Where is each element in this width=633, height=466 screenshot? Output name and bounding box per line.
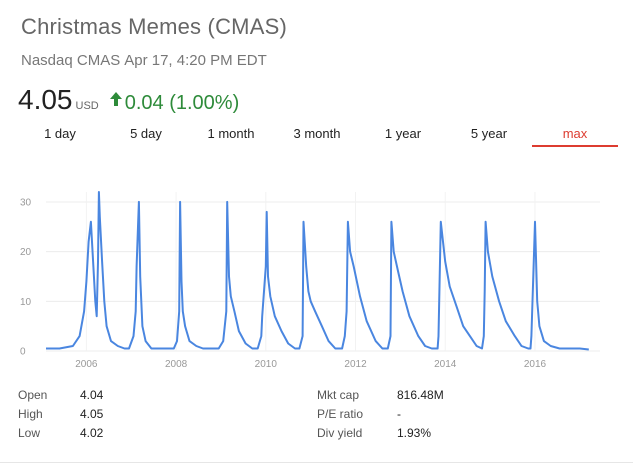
tab-5-day[interactable]: 5 day — [130, 126, 162, 141]
stats-right: Mkt cap 816.48M P/E ratio - Div yield 1.93% — [317, 386, 444, 443]
arrow-up-icon — [109, 91, 123, 112]
currency-label: USD — [75, 100, 99, 112]
current-price: 4.05 — [18, 84, 73, 115]
tab-1-year[interactable]: 1 year — [384, 126, 422, 141]
stat-value: 816.48M — [397, 388, 444, 402]
stat-row-high: High 4.05 — [18, 405, 103, 424]
price-row: 4.05 USD 0.04 (1.00%) — [18, 84, 239, 118]
stat-value: 4.02 — [80, 426, 104, 440]
stat-value: 1.93% — [397, 426, 432, 440]
stat-label: Mkt cap — [317, 388, 360, 402]
tab-5-year[interactable]: 5 year — [470, 126, 508, 141]
quote-timestamp: Apr 17, 4:20 PM EDT — [124, 52, 267, 69]
x-tick-label-2012: 2012 — [344, 359, 367, 370]
x-tick-label-2010: 2010 — [255, 359, 278, 370]
x-tick-label-2006: 2006 — [75, 359, 98, 370]
exchange-line: Nasdaq CMAS Apr 17, 4:20 PM EDT — [21, 52, 267, 69]
stat-row-pe-ratio: P/E ratio - — [317, 405, 444, 424]
stats-left: Open 4.04 High 4.05 Low 4.02 — [18, 386, 103, 443]
stat-value: 4.05 — [80, 407, 104, 421]
price-series-line — [46, 191, 589, 351]
stat-label: Open — [18, 388, 48, 402]
stat-row-div-yield: Div yield 1.93% — [317, 424, 444, 443]
stat-row-low: Low 4.02 — [18, 424, 103, 443]
x-axis-ticks: 2006 2008 2010 2012 2014 2016 — [75, 359, 546, 370]
range-tabs: 1 day 5 day 1 month 3 month 1 year 5 yea… — [0, 124, 633, 150]
x-tick-label-2014: 2014 — [434, 359, 457, 370]
stat-value: 4.04 — [80, 388, 104, 402]
tab-3-month[interactable]: 3 month — [293, 126, 341, 141]
y-tick-label-0: 0 — [20, 347, 26, 358]
tab-1-day[interactable]: 1 day — [44, 126, 76, 141]
stat-label: High — [18, 407, 43, 421]
stat-value: - — [397, 407, 401, 421]
y-tick-label-20: 20 — [20, 247, 32, 258]
y-tick-label-30: 30 — [20, 197, 32, 208]
stat-label: Low — [18, 426, 41, 440]
y-axis-ticks: 0 10 20 30 — [20, 197, 32, 357]
page-title: Christmas Memes (CMAS) — [21, 14, 287, 39]
stat-row-mkt-cap: Mkt cap 816.48M — [317, 386, 444, 405]
price-change: 0.04 (1.00%) — [124, 92, 240, 114]
y-tick-label-10: 10 — [20, 297, 32, 308]
tab-1-month[interactable]: 1 month — [207, 126, 255, 141]
divider — [0, 462, 633, 463]
x-tick-label-2016: 2016 — [524, 359, 547, 370]
stat-label: P/E ratio — [317, 407, 364, 421]
price-chart[interactable]: 0 10 20 30 2006 2008 2010 2012 2014 2016 — [0, 176, 633, 376]
stat-label: Div yield — [317, 426, 363, 440]
stat-row-open: Open 4.04 — [18, 386, 103, 405]
x-tick-label-2008: 2008 — [165, 359, 188, 370]
active-tab-indicator — [532, 145, 618, 147]
tab-max[interactable]: max — [562, 126, 588, 141]
exchange-ticker: Nasdaq CMAS — [21, 52, 121, 69]
